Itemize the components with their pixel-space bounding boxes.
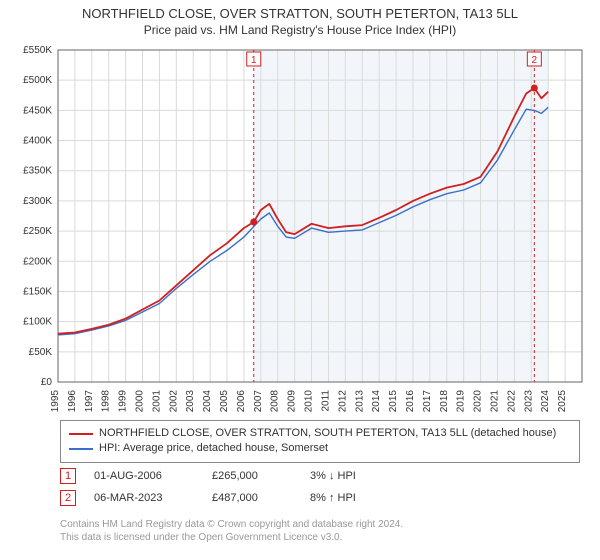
svg-text:£500K: £500K bbox=[23, 75, 52, 86]
svg-text:2012: 2012 bbox=[337, 390, 348, 412]
event-hpi-delta: 3% ↓ HPI bbox=[310, 470, 400, 482]
svg-text:2007: 2007 bbox=[253, 390, 264, 412]
event-hpi-delta: 8% ↑ HPI bbox=[310, 492, 400, 504]
svg-text:1997: 1997 bbox=[84, 390, 95, 412]
legend: NORTHFIELD CLOSE, OVER STRATTON, SOUTH P… bbox=[60, 420, 580, 463]
svg-text:1: 1 bbox=[251, 55, 257, 66]
svg-text:£200K: £200K bbox=[23, 256, 52, 267]
price-chart: £0 £50K £100K £150K £200K £250K £300K £350K £400… bbox=[8, 42, 592, 412]
legend-swatch bbox=[69, 448, 93, 450]
svg-text:2011: 2011 bbox=[320, 390, 331, 412]
svg-text:2005: 2005 bbox=[219, 390, 230, 412]
legend-row: NORTHFIELD CLOSE, OVER STRATTON, SOUTH P… bbox=[69, 426, 571, 441]
svg-text:2021: 2021 bbox=[489, 390, 500, 412]
legend-label: NORTHFIELD CLOSE, OVER STRATTON, SOUTH P… bbox=[99, 426, 556, 441]
svg-text:1999: 1999 bbox=[118, 390, 129, 412]
svg-text:2009: 2009 bbox=[287, 390, 298, 412]
svg-text:2000: 2000 bbox=[135, 390, 146, 412]
event-price: £487,000 bbox=[212, 492, 292, 504]
footer-line1: Contains HM Land Registry data © Crown c… bbox=[60, 518, 580, 531]
event-row: 1 01-AUG-2006 £265,000 3% ↓ HPI bbox=[60, 468, 580, 484]
svg-text:£250K: £250K bbox=[23, 226, 52, 237]
svg-text:£100K: £100K bbox=[23, 317, 52, 328]
footer-attribution: Contains HM Land Registry data © Crown c… bbox=[60, 518, 580, 544]
svg-text:£550K: £550K bbox=[23, 45, 52, 56]
svg-text:2017: 2017 bbox=[422, 390, 433, 412]
svg-text:2018: 2018 bbox=[439, 390, 450, 412]
svg-text:2019: 2019 bbox=[456, 390, 467, 412]
legend-label: HPI: Average price, detached house, Some… bbox=[99, 441, 328, 456]
event-row: 2 06-MAR-2023 £487,000 8% ↑ HPI bbox=[60, 490, 580, 506]
event-marker: 2 bbox=[60, 490, 76, 506]
svg-text:2020: 2020 bbox=[473, 390, 484, 412]
svg-text:2006: 2006 bbox=[236, 390, 247, 412]
event-price: £265,000 bbox=[212, 470, 292, 482]
svg-text:2013: 2013 bbox=[354, 390, 365, 412]
event-date: 01-AUG-2006 bbox=[94, 470, 194, 482]
svg-text:2025: 2025 bbox=[557, 390, 568, 412]
svg-text:£300K: £300K bbox=[23, 196, 52, 207]
svg-text:2015: 2015 bbox=[388, 390, 399, 412]
svg-text:1998: 1998 bbox=[101, 390, 112, 412]
svg-text:2023: 2023 bbox=[523, 390, 534, 412]
svg-text:£50K: £50K bbox=[29, 347, 53, 358]
footer-line2: This data is licensed under the Open Gov… bbox=[60, 531, 580, 544]
legend-row: HPI: Average price, detached house, Some… bbox=[69, 441, 571, 456]
event-date: 06-MAR-2023 bbox=[94, 492, 194, 504]
svg-text:2004: 2004 bbox=[202, 390, 213, 412]
svg-text:£400K: £400K bbox=[23, 136, 52, 147]
svg-text:2022: 2022 bbox=[506, 390, 517, 412]
svg-text:£450K: £450K bbox=[23, 105, 52, 116]
svg-text:2008: 2008 bbox=[270, 390, 281, 412]
svg-text:£350K: £350K bbox=[23, 166, 52, 177]
svg-text:2010: 2010 bbox=[304, 390, 315, 412]
chart-svg: £0 £50K £100K £150K £200K £250K £300K £350K £400… bbox=[8, 42, 592, 412]
chart-subtitle: Price paid vs. HM Land Registry's House … bbox=[8, 23, 592, 37]
chart-title-address: NORTHFIELD CLOSE, OVER STRATTON, SOUTH P… bbox=[8, 6, 592, 21]
svg-text:2002: 2002 bbox=[168, 390, 179, 412]
svg-text:£0: £0 bbox=[41, 377, 53, 388]
chart-title-block: NORTHFIELD CLOSE, OVER STRATTON, SOUTH P… bbox=[0, 0, 600, 39]
svg-text:2003: 2003 bbox=[185, 390, 196, 412]
svg-text:2014: 2014 bbox=[371, 390, 382, 412]
svg-text:2024: 2024 bbox=[540, 390, 551, 412]
legend-swatch bbox=[69, 433, 93, 435]
svg-text:2016: 2016 bbox=[405, 390, 416, 412]
svg-text:1996: 1996 bbox=[67, 390, 78, 412]
svg-text:£150K: £150K bbox=[23, 286, 52, 297]
sale-events-table: 1 01-AUG-2006 £265,000 3% ↓ HPI 2 06-MAR-2023… bbox=[60, 468, 580, 512]
svg-text:1995: 1995 bbox=[50, 390, 61, 412]
svg-text:2: 2 bbox=[532, 55, 538, 66]
event-marker: 1 bbox=[60, 468, 76, 484]
svg-text:2001: 2001 bbox=[151, 390, 162, 412]
